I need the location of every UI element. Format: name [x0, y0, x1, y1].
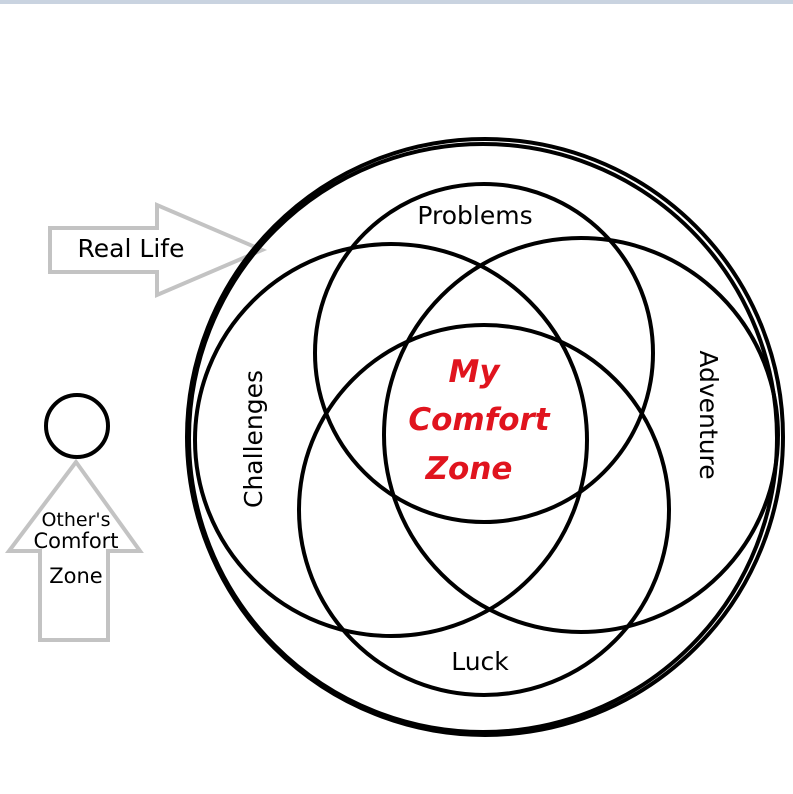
- window-top-strip: [0, 0, 793, 4]
- others-comfort-zone-label-line2: Comfort: [33, 529, 118, 553]
- outer-circle-inner: [187, 142, 779, 734]
- center-label-line3: Zone: [425, 451, 513, 487]
- person-head-icon: [44, 393, 110, 459]
- center-label-line1: My: [448, 354, 501, 390]
- venn-circle-challenges: [193, 242, 589, 638]
- others-comfort-zone-label-line3: Zone: [49, 564, 102, 588]
- venn-circle-problems: [313, 182, 655, 524]
- label-luck: Luck: [451, 647, 509, 676]
- others-comfort-zone-arrow: [4, 458, 144, 642]
- venn-circle-adventure: [382, 236, 780, 634]
- real-life-label: Real Life: [78, 234, 185, 263]
- outer-circle-outer: [185, 137, 785, 737]
- label-challenges: Challenges: [239, 370, 268, 508]
- label-problems: Problems: [417, 201, 532, 230]
- real-life-arrow: [48, 201, 268, 299]
- center-label-line2: Comfort: [408, 402, 550, 438]
- venn-circle-luck: [297, 323, 671, 697]
- others-comfort-zone-label-line1: Other's: [41, 509, 110, 531]
- label-adventure: Adventure: [694, 350, 723, 479]
